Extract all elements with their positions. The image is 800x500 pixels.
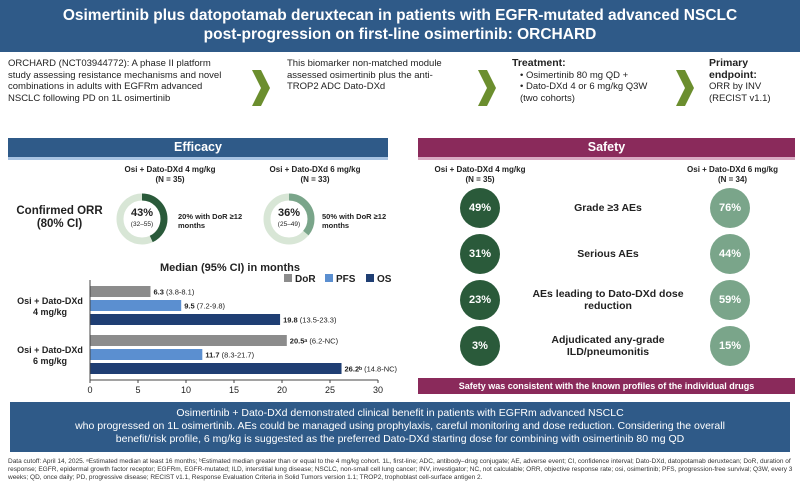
orr-label: Confirmed ORR (80% CI) <box>16 205 103 230</box>
bar-pfs <box>90 349 203 360</box>
treatment-block: Treatment: • Osimertinib 80 mg QD + • Da… <box>512 57 662 104</box>
title-banner: Osimertinib plus datopotamab deruxtecan … <box>0 0 800 52</box>
safety-cohort-4-label: Osi + Dato-DXd 4 mg/kg (N = 35) <box>434 165 526 184</box>
safety-footer: Safety was consistent with the known pro… <box>418 378 795 394</box>
bar-dor <box>90 286 151 297</box>
legend-swatch-os <box>366 274 374 282</box>
donut-fill <box>116 193 168 245</box>
safety-label: Serious AEs <box>577 248 639 260</box>
legend-label-os: OS <box>377 274 392 285</box>
study-description: ORCHARD (NCT03944772): A phase II platfo… <box>8 58 222 104</box>
conclusion-banner: Osimertinib + Dato-DXd demonstrated clin… <box>10 402 790 452</box>
safety-value-6mg: 76% <box>710 188 750 228</box>
legend-label-dor: DoR <box>295 274 316 285</box>
treatment-item: • Osimertinib 80 mg QD + <box>520 69 629 81</box>
category-label: 4 mg/kg <box>33 307 67 317</box>
legend-swatch-pfs <box>325 274 333 282</box>
bar-label: 9.5 (7.2-9.8) <box>184 302 225 311</box>
safety-value-4mg: 31% <box>460 234 500 274</box>
safety-header: Safety <box>418 138 795 157</box>
endpoint-block: Primary endpoint: ORR by INV (RECIST v1.… <box>709 57 797 104</box>
efficacy-cohort-6-label: Osi + Dato-DXd 6 mg/kg (N = 33) <box>269 165 361 184</box>
efficacy-header: Efficacy <box>8 138 388 157</box>
bar-os <box>90 363 342 374</box>
dor-note-6mg: 50% with DoR ≥12 months <box>322 212 387 230</box>
bar-label: 26.2ᵇ (14.8-NC) <box>345 365 398 374</box>
legend-swatch-dor <box>284 274 292 282</box>
x-tick-label: 0 <box>87 385 92 395</box>
orr-value-6mg: 36% (25–49) <box>277 207 301 228</box>
legend-label-pfs: PFS <box>336 274 356 285</box>
chevron-right-icon <box>478 70 496 106</box>
safety-value-4mg: 49% <box>460 188 500 228</box>
bar-pfs <box>90 300 182 311</box>
safety-label: Adjudicated any-grade ILD/pneumonitis <box>551 334 665 358</box>
x-tick-label: 20 <box>277 385 287 395</box>
divider <box>418 157 795 160</box>
x-tick-label: 10 <box>181 385 191 395</box>
bar-dor <box>90 335 287 346</box>
conclusion-line: who progressed on 1L osimertinib. AEs co… <box>75 420 725 432</box>
x-tick-label: 25 <box>325 385 335 395</box>
orr-donut-6mg <box>263 193 315 245</box>
divider <box>8 157 388 160</box>
endpoint-title: Primary endpoint: <box>709 57 757 81</box>
bar-label: 19.8 (13.5-23.3) <box>283 316 337 325</box>
category-label: Osi + Dato-DXd <box>17 345 83 355</box>
footnote: Data cutoff: April 14, 2025. ᵃEstimated … <box>8 458 793 482</box>
safety-value-6mg: 44% <box>710 234 750 274</box>
efficacy-cohort-4-label: Osi + Dato-DXd 4 mg/kg (N = 35) <box>124 165 216 184</box>
x-tick-label: 5 <box>135 385 140 395</box>
safety-label: AEs leading to Dato-DXd dose reduction <box>532 288 684 312</box>
title-line-1: Osimertinib plus datopotamab deruxtecan … <box>62 7 738 24</box>
safety-value-6mg: 59% <box>710 280 750 320</box>
safety-label: Grade ≥3 AEs <box>574 202 642 214</box>
bar-os <box>90 314 281 325</box>
conclusion-line: benefit/risk profile, 6 mg/kg is suggest… <box>115 433 685 445</box>
safety-value-4mg: 23% <box>460 280 500 320</box>
endpoint-text: ORR by INV (RECIST v1.1) <box>709 81 771 104</box>
orr-value-4mg: 43% (32–55) <box>130 207 154 228</box>
category-label: 6 mg/kg <box>33 356 67 366</box>
safety-value-4mg: 3% <box>460 326 500 366</box>
safety-cohort-6-label: Osi + Dato-DXd 6 mg/kg (N = 34) <box>687 165 778 184</box>
conclusion-line: Osimertinib + Dato-DXd demonstrated clin… <box>176 407 624 419</box>
chevron-right-icon <box>252 70 270 106</box>
safety-value-6mg: 15% <box>710 326 750 366</box>
title-line-2: post-progression on first-line osimertin… <box>203 26 597 43</box>
treatment-item: • Dato-DXd 4 or 6 mg/kg Q3W (two cohorts… <box>520 81 648 104</box>
orr-donut-4mg <box>116 193 168 245</box>
donut-fill <box>263 193 315 245</box>
bar-label: 6.3 (3.8-8.1) <box>153 288 194 297</box>
median-bar-chart: DoR PFS OS 6.3 (3.8-8.1) 9.5 (7.2-9.8) 19.8 (… <box>17 274 398 395</box>
x-tick-label: 15 <box>229 385 239 395</box>
bar-label: 20.5ᵃ (6.2-NC) <box>290 337 339 346</box>
category-label: Osi + Dato-DXd <box>17 296 83 306</box>
treatment-title: Treatment: <box>512 57 566 69</box>
dor-note-4mg: 20% with DoR ≥12 months <box>178 212 243 230</box>
chart-title: Median (95% CI) in months <box>160 262 300 274</box>
module-description: This biomarker non-matched module assess… <box>287 58 442 92</box>
chevron-right-icon <box>676 70 694 106</box>
bar-label: 11.7 (8.3-21.7) <box>205 351 254 360</box>
x-tick-label: 30 <box>373 385 383 395</box>
